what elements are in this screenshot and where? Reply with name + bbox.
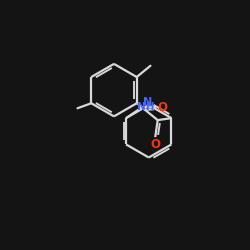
Text: NH: NH bbox=[137, 102, 154, 112]
Text: O: O bbox=[157, 100, 167, 114]
Text: O: O bbox=[150, 138, 160, 150]
Text: N: N bbox=[143, 97, 152, 107]
